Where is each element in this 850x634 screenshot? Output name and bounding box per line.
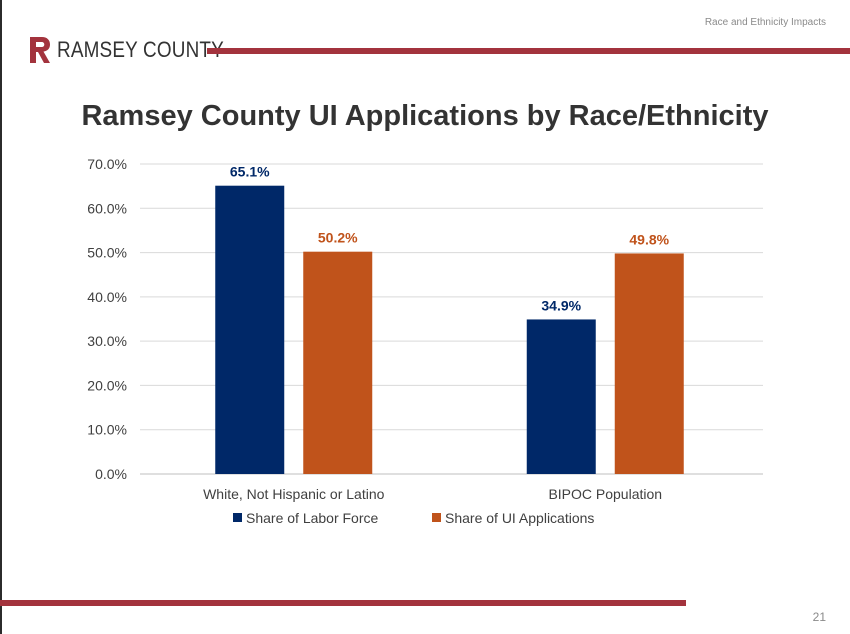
y-tick-label: 70.0%	[87, 156, 127, 172]
y-tick-label: 20.0%	[87, 377, 127, 393]
footer-rule	[0, 600, 686, 606]
legend-label: Share of UI Applications	[445, 510, 594, 526]
data-label: 65.1%	[230, 164, 270, 180]
y-tick-label: 60.0%	[87, 200, 127, 216]
legend-label: Share of Labor Force	[246, 510, 379, 526]
data-label: 50.2%	[318, 230, 358, 246]
page-number: 21	[812, 610, 826, 624]
bar	[526, 319, 596, 474]
bar	[303, 251, 373, 474]
slide-left-edge	[0, 0, 2, 634]
bar	[614, 253, 684, 474]
data-label: 49.8%	[629, 231, 669, 247]
y-tick-label: 10.0%	[87, 422, 127, 438]
legend-swatch	[432, 513, 441, 522]
section-title: Race and Ethnicity Impacts	[704, 17, 826, 28]
legend-swatch	[233, 513, 242, 522]
chart-title: Ramsey County UI Applications by Race/Et…	[81, 100, 769, 132]
data-label: 34.9%	[541, 297, 581, 313]
ramsey-county-logo: RAMSEY COUNTY	[29, 36, 251, 64]
y-tick-label: 50.0%	[87, 245, 127, 261]
ramsey-r-icon	[30, 37, 50, 63]
x-category-label: BIPOC Population	[548, 486, 662, 502]
bar-chart: 0.0% 10.0% 20.0% 30.0% 40.0% 50.0% 60.0% 70.0% 6…	[87, 156, 763, 526]
logo-text: RAMSEY COUNTY	[57, 37, 224, 62]
y-tick-label: 30.0%	[87, 333, 127, 349]
bar	[215, 185, 285, 474]
y-tick-label: 0.0%	[95, 466, 127, 482]
x-category-label: White, Not Hispanic or Latino	[203, 486, 385, 502]
header-rule	[207, 48, 850, 54]
y-tick-label: 40.0%	[87, 289, 127, 305]
